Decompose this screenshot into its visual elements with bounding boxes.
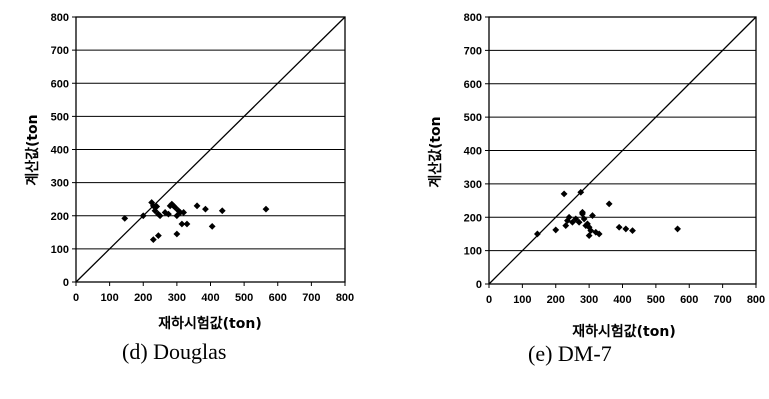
x-tick-label: 600 <box>680 294 698 306</box>
y-tick-label: 0 <box>63 277 69 289</box>
x-tick-label: 100 <box>513 294 531 306</box>
data-point <box>121 215 129 222</box>
y-tick-label: 400 <box>464 146 482 158</box>
data-point <box>585 223 593 231</box>
y-tick-label: 700 <box>51 45 69 57</box>
y-tick-label: 400 <box>51 145 69 157</box>
data-point <box>577 188 585 196</box>
x-tick-label: 500 <box>647 294 665 306</box>
data-point <box>533 230 541 238</box>
data-point <box>151 207 159 215</box>
x-tick-label: 400 <box>201 292 219 304</box>
x-axis-label: 재하시험값(ton) <box>158 315 261 332</box>
data-point <box>183 220 191 228</box>
data-point <box>575 218 583 226</box>
data-point <box>595 230 603 238</box>
data-point <box>218 207 226 215</box>
y-tick-label: 300 <box>51 178 69 190</box>
x-tick-label: 400 <box>613 294 631 306</box>
data-point <box>622 225 630 233</box>
x-tick-label: 700 <box>713 294 731 306</box>
y-tick-label: 200 <box>464 212 482 224</box>
x-axis-label: 재하시험값(ton) <box>572 323 675 340</box>
y-tick-label: 600 <box>464 79 482 91</box>
y-axis-label: 계산값(ton <box>427 116 444 187</box>
data-point <box>180 209 187 216</box>
data-point <box>569 218 576 226</box>
reference-line <box>75 16 346 283</box>
chart-caption: (d) Douglas <box>122 339 226 364</box>
x-tick-label: 800 <box>747 294 765 306</box>
data-point <box>149 236 157 243</box>
x-tick-label: 600 <box>269 292 287 304</box>
y-tick-label: 100 <box>51 244 69 256</box>
data-point <box>560 190 568 198</box>
data-point <box>139 212 147 220</box>
x-tick-label: 800 <box>336 292 354 304</box>
data-point <box>165 210 172 218</box>
x-tick-label: 700 <box>302 292 320 304</box>
data-point <box>585 232 593 240</box>
y-tick-label: 600 <box>51 78 69 90</box>
data-point <box>674 225 681 233</box>
data-point <box>193 202 201 210</box>
y-tick-label: 300 <box>464 179 482 191</box>
y-axis-label: 계산값(ton <box>24 114 41 185</box>
data-point <box>173 230 181 238</box>
data-point <box>262 205 270 213</box>
chart-caption: (e) DM-7 <box>528 341 612 366</box>
data-point <box>565 213 573 221</box>
data-point <box>161 209 169 216</box>
data-point <box>615 223 623 231</box>
x-tick-label: 500 <box>235 292 253 304</box>
data-point <box>589 212 596 219</box>
data-point <box>178 220 186 228</box>
y-tick-label: 0 <box>476 279 482 291</box>
x-tick-label: 300 <box>168 292 186 304</box>
y-tick-label: 800 <box>464 12 482 24</box>
reference-line <box>488 16 757 285</box>
data-point <box>579 210 586 218</box>
y-tick-label: 700 <box>464 45 482 57</box>
y-tick-label: 500 <box>464 112 482 124</box>
x-tick-label: 200 <box>547 294 565 306</box>
y-tick-label: 200 <box>51 211 69 223</box>
data-point <box>156 212 164 220</box>
x-tick-label: 0 <box>73 292 79 304</box>
data-point <box>208 222 216 230</box>
data-point <box>202 205 209 213</box>
x-tick-label: 100 <box>100 292 118 304</box>
y-tick-label: 800 <box>51 12 69 24</box>
y-tick-label: 500 <box>51 111 69 123</box>
x-tick-label: 0 <box>486 294 492 306</box>
data-point <box>149 202 157 210</box>
data-point <box>629 227 636 234</box>
data-point <box>605 200 613 208</box>
data-point <box>552 226 560 234</box>
x-tick-label: 200 <box>134 292 152 304</box>
data-point <box>154 232 162 240</box>
x-tick-label: 300 <box>580 294 598 306</box>
y-tick-label: 100 <box>464 246 482 258</box>
